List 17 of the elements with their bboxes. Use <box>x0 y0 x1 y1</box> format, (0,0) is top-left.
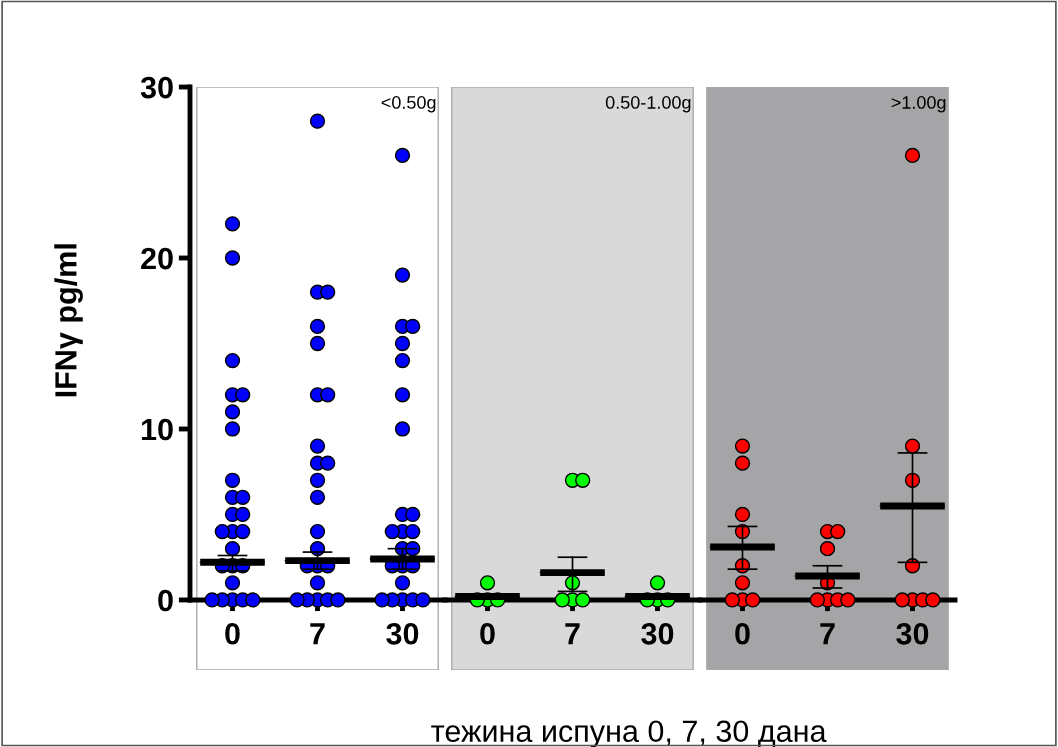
x-tick-label: 7 <box>820 623 835 645</box>
y-tick-label: 30 <box>140 76 173 99</box>
x-tick-label: 7 <box>310 623 325 645</box>
x-tick-label: 30 <box>641 622 674 645</box>
y-tick-label: 20 <box>141 247 173 270</box>
y-tick-label: 10 <box>141 418 173 441</box>
annotation: >1.00g <box>891 96 946 113</box>
x-tick-label: 7 <box>565 623 580 645</box>
annotation: <0.50g <box>381 96 436 113</box>
annotation: 0.50-1.00g <box>605 96 691 113</box>
x-tick-label: 0 <box>735 622 750 645</box>
x-tick-label: 30 <box>896 622 929 645</box>
y-axis-title: IFNγ pg/ml <box>54 244 83 397</box>
x-tick-label: 0 <box>480 622 495 645</box>
x-tick-label: 30 <box>386 622 419 645</box>
y-tick-label: 0 <box>158 589 173 612</box>
x-tick-label: 0 <box>225 622 240 645</box>
